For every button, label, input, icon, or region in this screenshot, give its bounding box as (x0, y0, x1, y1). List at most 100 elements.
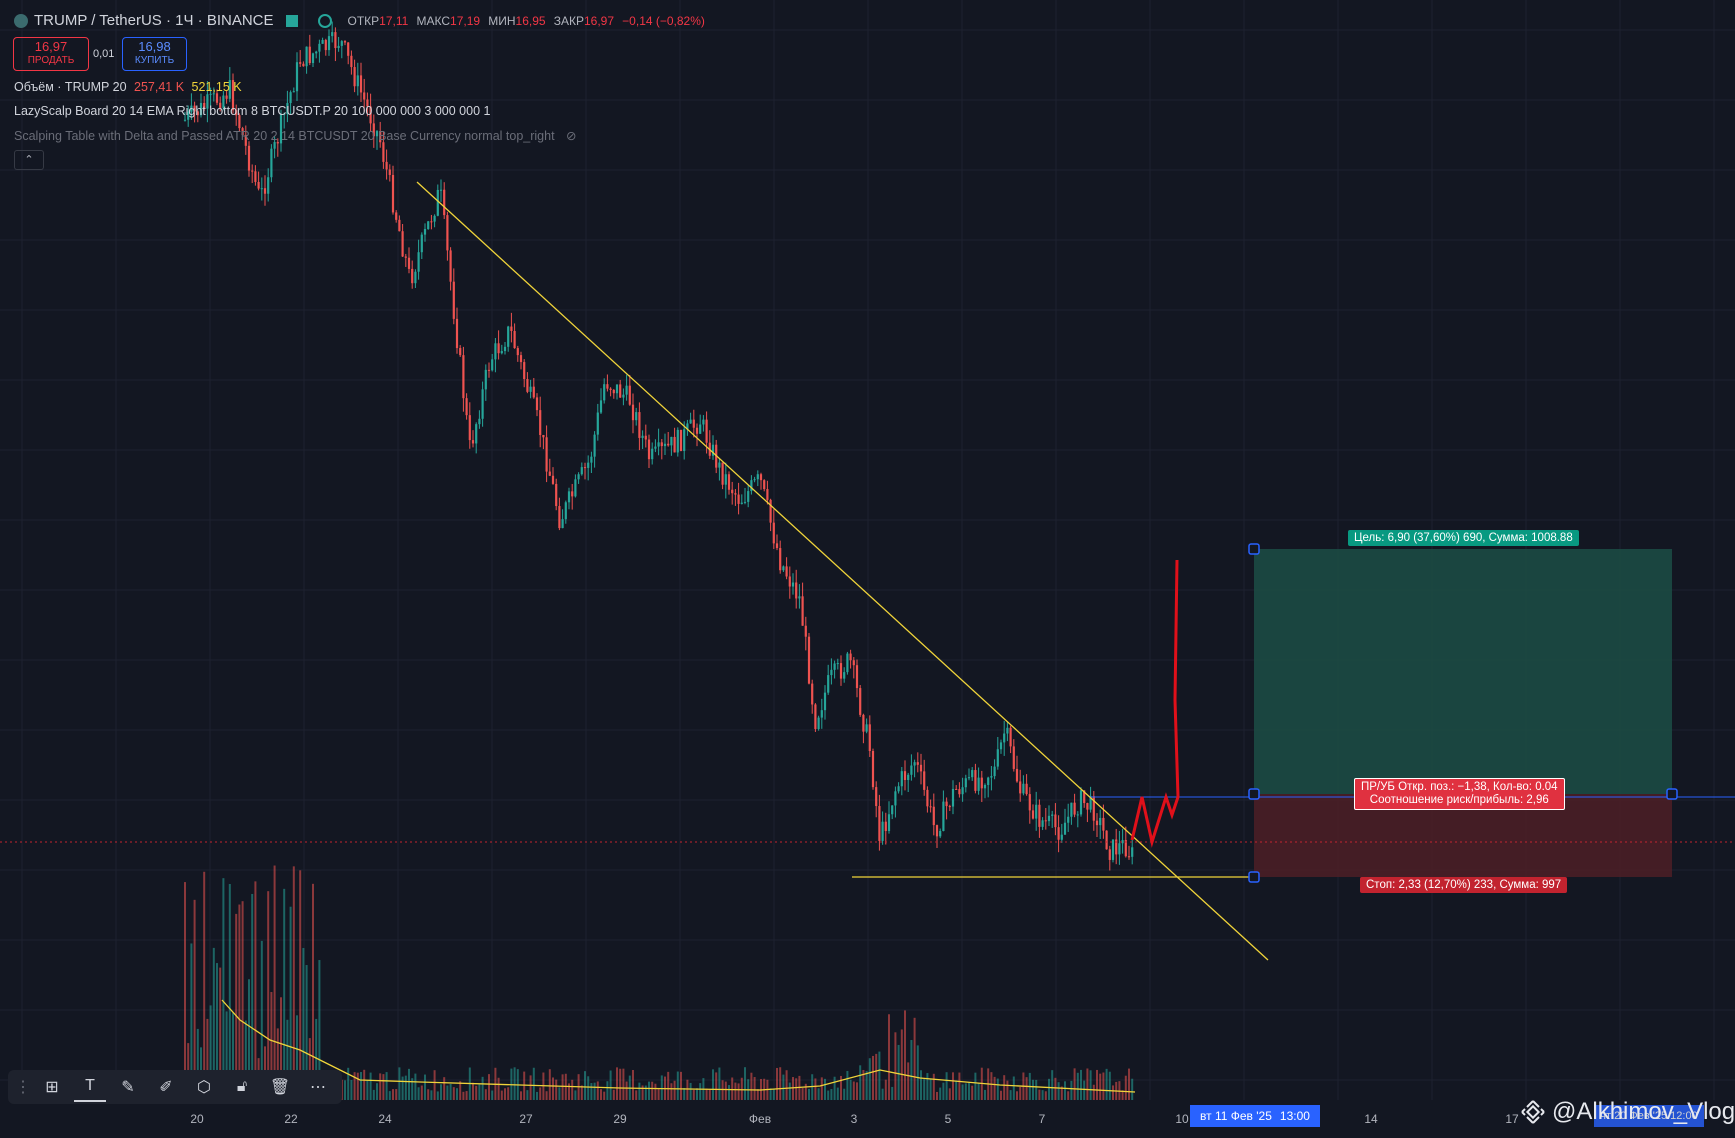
drag-handle-icon[interactable]: ⋮ (15, 1079, 31, 1096)
sell-button[interactable]: 16,97 ПРОДАТЬ (13, 37, 89, 71)
volume-bar (1131, 1078, 1134, 1100)
candle-body (423, 229, 427, 235)
candle-body (846, 653, 849, 673)
candle-body (862, 714, 865, 732)
candle-body (417, 252, 420, 272)
candle-body (894, 791, 897, 806)
volume-bar (926, 1073, 929, 1100)
candle-body (299, 62, 302, 64)
volume-bar (420, 1085, 423, 1100)
volume-bar (360, 1072, 362, 1100)
candle-body (475, 424, 478, 444)
candle-body (286, 103, 289, 114)
volume-bar (865, 1071, 868, 1100)
candle-body (1044, 820, 1047, 822)
candle-body (244, 135, 247, 146)
symbol-title[interactable]: TRUMP / TetherUS · 1Ч · BINANCE (34, 12, 274, 29)
lock-icon[interactable]: 🔓︎ (236, 1078, 248, 1095)
volume-bar (849, 1079, 852, 1100)
volume-bar (932, 1073, 935, 1100)
candle-body (452, 281, 455, 319)
volume-bar (292, 866, 295, 1100)
candle-body (295, 62, 299, 92)
volume-bar (955, 1080, 958, 1100)
volume-bar (376, 1083, 378, 1100)
candle-body (283, 113, 286, 115)
volume-bar (830, 1089, 833, 1100)
stop-label[interactable]: Стоп: 2,33 (12,70%) 233, Сумма: 997 (1360, 877, 1568, 893)
volume-bar (465, 1091, 468, 1100)
volume-bar (350, 1080, 353, 1100)
volume-bar (635, 1090, 638, 1100)
candle-body (660, 442, 663, 447)
symbol-header[interactable]: TRUMP / TetherUS · 1Ч · BINANCE ОТКР17,1… (14, 12, 709, 29)
target-label[interactable]: Цель: 6,90 (37,60%) 690, Сумма: 1008.88 (1348, 530, 1579, 546)
candle-body (673, 436, 676, 453)
crosshair-date-badge-2: чт 20 Фев '25 12:00 (1594, 1105, 1704, 1127)
volume-bar (696, 1088, 698, 1100)
volume-bar (833, 1076, 836, 1100)
candle-body (750, 480, 753, 492)
volume-bar (574, 1090, 577, 1100)
candle-body (756, 474, 759, 480)
text-icon[interactable]: T (74, 1073, 106, 1102)
volume-bar (692, 1089, 695, 1100)
lazyscalp-indicator-legend[interactable]: LazyScalp Board 20 14 EMA Right bottom 8… (14, 104, 491, 118)
volume-bar (481, 1076, 484, 1100)
pnl-label[interactable]: ПР/УБ Откр. поз.: −1,38, Кол-во: 0.04 Со… (1354, 778, 1565, 810)
candle-body (791, 582, 795, 587)
x-axis-background (0, 1100, 1735, 1138)
volume-bar (552, 1077, 554, 1100)
volume-bar (1000, 1090, 1002, 1100)
candle-body (932, 806, 935, 826)
candle-body (667, 443, 670, 446)
volume-indicator-legend[interactable]: Объём · TRUMP 20 257,41 K 521,15 K (14, 80, 242, 94)
candle-body (257, 181, 260, 189)
volume-bar (788, 1082, 791, 1100)
candle-body (679, 429, 683, 451)
candle-body (212, 93, 215, 95)
collapse-legend-button[interactable]: ⌃ (14, 150, 44, 170)
highlighter-icon[interactable]: ✐ (159, 1079, 173, 1096)
candle-body (718, 462, 721, 468)
candle-body (814, 704, 817, 729)
volume-bar (1102, 1072, 1105, 1100)
candle-body (375, 131, 379, 137)
candle-body (561, 519, 564, 529)
trash-icon[interactable]: 🗑︎ (269, 1079, 291, 1096)
buy-button[interactable]: 16,98 КУПИТЬ (122, 37, 187, 71)
hidden-eye-icon[interactable]: ⊘ (566, 129, 577, 143)
candle-body (551, 475, 555, 484)
brush-icon[interactable]: ✎ (121, 1079, 135, 1096)
candle-body (769, 499, 772, 523)
candle-body (644, 435, 647, 440)
volume-bar (974, 1072, 977, 1100)
grid-icon[interactable]: ⊞ (45, 1079, 59, 1096)
volume-bar (1080, 1069, 1082, 1100)
candle-body (1073, 802, 1076, 815)
candle-body (907, 774, 910, 781)
volume-bar (772, 1089, 775, 1100)
drawing-toolbar[interactable]: ⋮ ⊞ T ✎ ✐ ⬡ 🔓︎ 🗑︎ ⋯ (8, 1070, 342, 1104)
candle-body (948, 806, 951, 808)
more-icon[interactable]: ⋯ (310, 1079, 326, 1096)
scalping-table-indicator-legend[interactable]: Scalping Table with Delta and Passed ATR… (14, 128, 577, 143)
candle-body (337, 45, 340, 49)
volume-bar (795, 1078, 798, 1100)
candle-body (519, 355, 523, 363)
candle-body (1076, 814, 1079, 816)
candle-body (737, 494, 740, 504)
volume-bar (212, 947, 215, 1100)
volume-bar (801, 1088, 804, 1100)
shape-icon[interactable]: ⬡ (197, 1079, 211, 1096)
volume-bar (894, 1032, 897, 1100)
candle-body (775, 543, 779, 549)
volume-bar (827, 1090, 830, 1100)
x-axis-label: 20 (190, 1112, 204, 1126)
candle-body (356, 75, 359, 87)
candle-body (1067, 816, 1070, 823)
candle-body (939, 830, 942, 837)
candle-body (302, 63, 305, 67)
candle-body (203, 102, 206, 109)
